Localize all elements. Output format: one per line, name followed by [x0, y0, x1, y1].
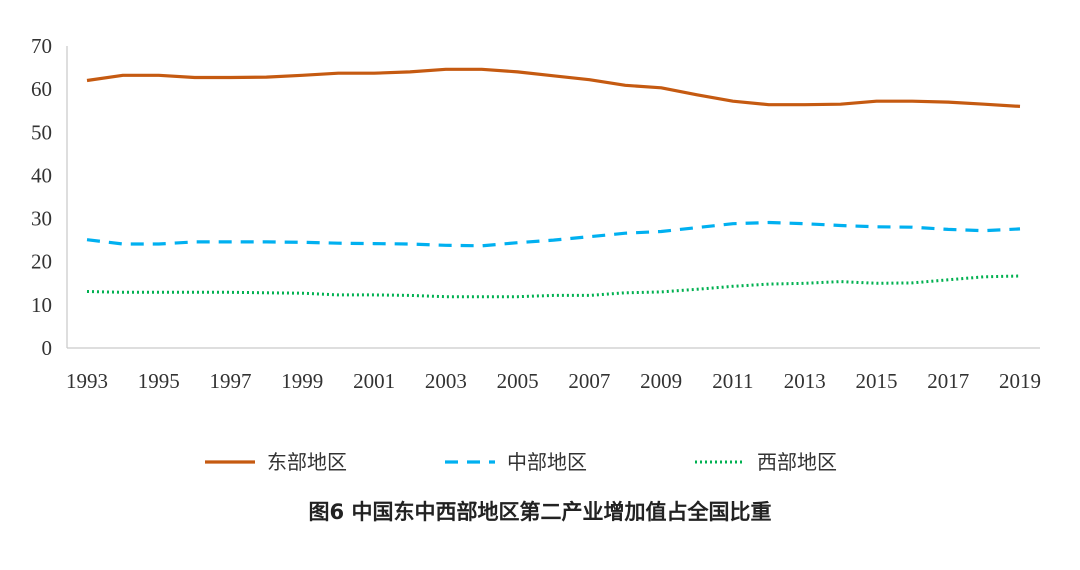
series-line-3	[86, 274, 1021, 299]
y-tick-label: 40	[31, 163, 52, 187]
y-tick-label: 70	[31, 34, 52, 58]
y-tick-labels: 0 10 20 30 40 50 60 70	[31, 34, 52, 360]
x-tick-label: 2009	[640, 369, 682, 393]
x-tick-labels: 1993 1995 1997 1999 2001 2003 2005 2007 2009 2011…	[66, 369, 1041, 393]
legend-label-1: 东部地区	[267, 450, 347, 474]
x-tick-label: 2001	[353, 369, 395, 393]
chart-title: 图6 中国东中西部地区第二产业增加值占全国比重	[309, 500, 772, 524]
x-tick-label: 2019	[999, 369, 1041, 393]
y-tick-label: 20	[31, 250, 52, 274]
legend-label-3: 西部地区	[757, 450, 837, 474]
y-tick-label: 60	[31, 77, 52, 101]
x-tick-label: 2003	[425, 369, 467, 393]
y-tick-label: 10	[31, 293, 52, 317]
x-tick-label: 2015	[855, 369, 897, 393]
x-tick-label: 2007	[568, 369, 610, 393]
series-layer	[86, 67, 1021, 299]
x-tick-label: 1997	[210, 369, 252, 393]
y-tick-label: 30	[31, 207, 52, 231]
x-tick-label: 1999	[281, 369, 323, 393]
legend: 东部地区 中部地区 西部地区	[205, 450, 837, 474]
axes	[66, 46, 1040, 349]
x-tick-label: 2011	[712, 369, 753, 393]
series-line-2	[86, 220, 1021, 248]
x-tick-label: 2017	[927, 369, 969, 393]
x-tick-label: 2013	[784, 369, 826, 393]
x-tick-label: 1995	[138, 369, 180, 393]
y-tick-label: 0	[42, 336, 53, 360]
y-tick-label: 50	[31, 120, 52, 144]
legend-label-2: 中部地区	[507, 450, 587, 474]
series-line-1	[86, 67, 1021, 108]
x-tick-label: 2005	[497, 369, 539, 393]
x-tick-label: 1993	[66, 369, 108, 393]
